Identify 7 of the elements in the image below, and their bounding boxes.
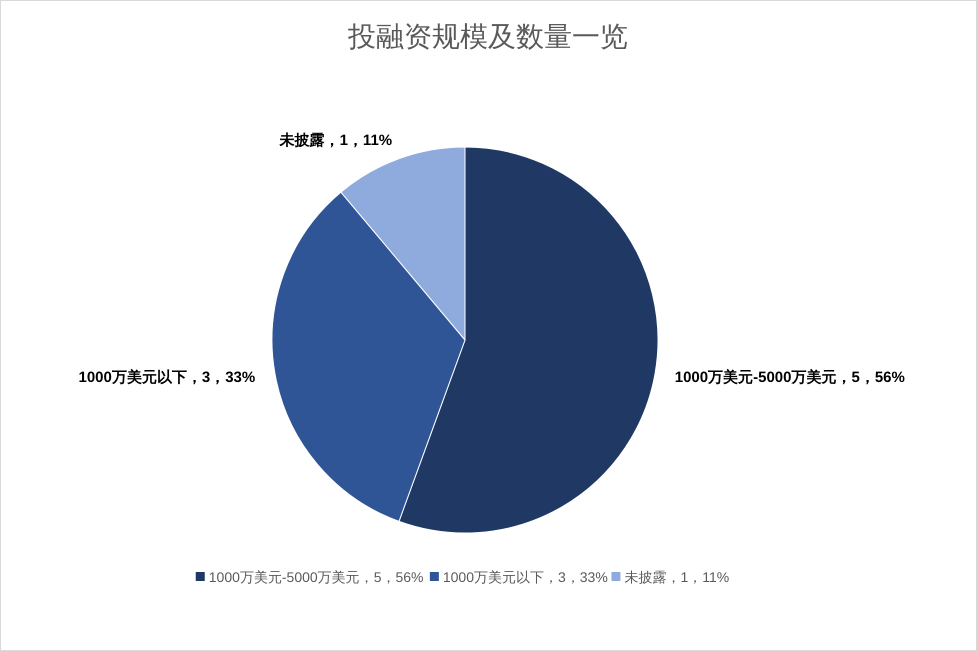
slice-label: 1000万美元以下，3，33% [78, 368, 256, 386]
chart-title: 投融资规模及数量一览 [347, 20, 628, 53]
legend-label: 1000万美元以下，3，33% [442, 568, 608, 585]
legend-label: 未披露，1，11% [624, 568, 730, 585]
legend-label: 1000万美元-5000万美元，5，56% [208, 568, 424, 585]
slice-label: 1000万美元-5000万美元，5，56% [674, 368, 905, 386]
slice-label: 未披露，1，11% [278, 132, 392, 150]
